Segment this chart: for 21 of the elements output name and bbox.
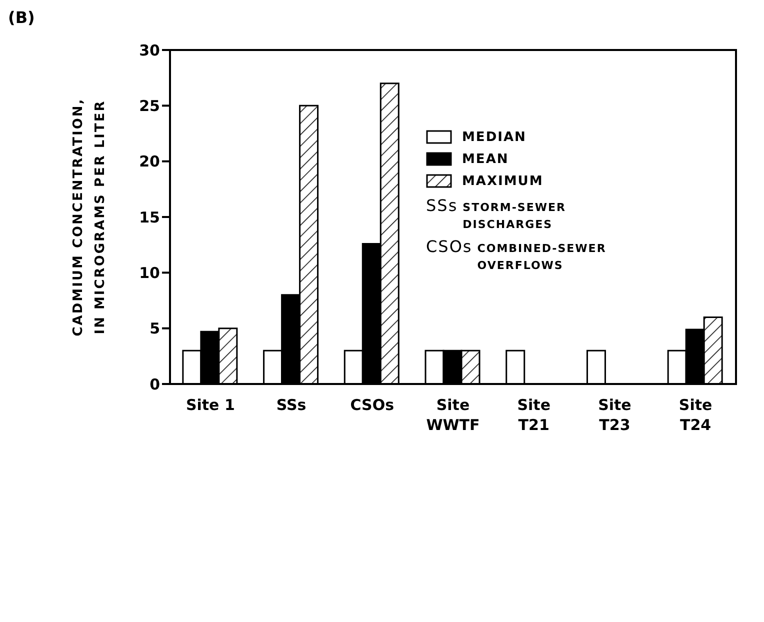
y-tick-label: 10	[139, 264, 160, 282]
annotation: SSs STORM-SEWER DISCHARGES	[426, 196, 566, 233]
y-axis-title: CADMIUM CONCENTRATION, IN MICROGRAMS PER LITER	[71, 98, 108, 336]
y-tick-label: 0	[150, 375, 160, 394]
legend-label: MAXIMUM	[461, 172, 544, 190]
x-tick-label: SSs	[276, 396, 306, 414]
annotation: CSOs COMBINED-SEWER OVERFLOWS	[426, 237, 606, 274]
legend-label: MEDIAN	[461, 128, 528, 146]
y-tick-label: 5	[150, 320, 160, 338]
y-tick-label: 15	[139, 208, 160, 226]
x-tick-label: Site WWTF	[426, 396, 480, 434]
x-tick-label: Site 1	[186, 396, 235, 414]
x-tick-label: Site T21	[517, 396, 551, 434]
x-tick-label: CSOs	[350, 396, 394, 414]
legend-label: MEAN	[461, 150, 510, 168]
text: (B)	[8, 8, 35, 27]
y-tick-label: 30	[139, 41, 160, 60]
x-tick-label: Site T24	[678, 396, 712, 434]
y-tick-label: 20	[139, 152, 160, 171]
y-tick-label: 25	[139, 96, 160, 115]
x-tick-label: Site T23	[598, 396, 632, 434]
